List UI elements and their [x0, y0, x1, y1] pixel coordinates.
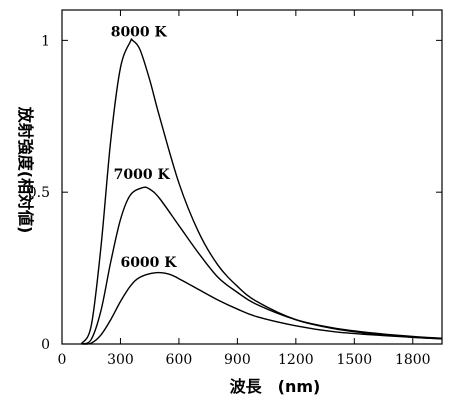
x-tick-label: 600 [166, 352, 193, 368]
x-tick-label: 900 [224, 352, 251, 368]
series-label: 6000 K [120, 255, 177, 271]
x-tick-label: 1800 [395, 352, 431, 368]
series-label: 7000 K [114, 167, 171, 183]
x-tick-label: 0 [58, 352, 67, 368]
plot-frame [61, 9, 443, 345]
axis-tick-labels: 0 300 600 900 1200 1500 1800 0 0.5 1 [28, 33, 431, 368]
y-tick-label: 0.5 [28, 185, 50, 201]
curves [80, 38, 443, 345]
x-tick-label: 300 [107, 352, 134, 368]
y-axis-title: 放射強度(相対値) [16, 106, 35, 234]
curve-7000k [81, 186, 443, 345]
curve-8000k [80, 38, 443, 345]
x-tick-label: 1500 [336, 352, 372, 368]
y-tick-label: 0 [41, 337, 50, 353]
series-labels: 8000 K 7000 K 6000 K [111, 24, 178, 271]
y-tick-label: 1 [41, 33, 50, 49]
x-tick-label: 1200 [278, 352, 314, 368]
series-label: 8000 K [111, 24, 168, 40]
axis-ticks [61, 10, 442, 345]
curve-6000k [81, 271, 443, 345]
x-axis-title: 波長 (nm) [230, 377, 321, 396]
